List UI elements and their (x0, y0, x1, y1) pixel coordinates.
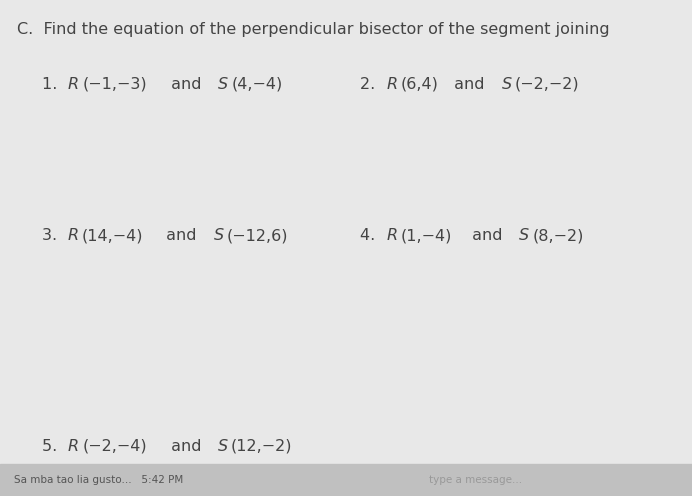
Text: (−12,6): (−12,6) (227, 228, 289, 243)
Text: (6,4): (6,4) (401, 77, 438, 92)
Text: and: and (467, 228, 507, 243)
Text: and: and (165, 439, 206, 454)
Text: S: S (218, 439, 228, 454)
Text: (1,−4): (1,−4) (401, 228, 452, 243)
Text: S: S (218, 77, 228, 92)
Text: S: S (502, 77, 512, 92)
Text: (−2,−4): (−2,−4) (82, 439, 147, 454)
Text: (4,−4): (4,−4) (231, 77, 282, 92)
Text: 2.: 2. (360, 77, 380, 92)
Text: and: and (165, 77, 206, 92)
Text: S: S (214, 228, 224, 243)
Text: Sa mba tao lia gusto...   5:42 PM: Sa mba tao lia gusto... 5:42 PM (14, 475, 183, 485)
Text: (12,−2): (12,−2) (231, 439, 293, 454)
Bar (0, 464, 692, 496)
Text: R: R (386, 77, 397, 92)
Text: R: R (68, 77, 79, 92)
Text: (−1,−3): (−1,−3) (82, 77, 147, 92)
Text: and: and (449, 77, 490, 92)
Text: (14,−4): (14,−4) (82, 228, 143, 243)
Text: 4.: 4. (360, 228, 380, 243)
Text: R: R (386, 228, 397, 243)
Text: R: R (68, 439, 79, 454)
Text: 3.: 3. (42, 228, 62, 243)
Text: type a message...: type a message... (429, 475, 522, 485)
Text: (−2,−2): (−2,−2) (515, 77, 579, 92)
Text: R: R (68, 228, 79, 243)
Text: (8,−2): (8,−2) (532, 228, 583, 243)
Text: and: and (161, 228, 202, 243)
Text: C.  Find the equation of the perpendicular bisector of the segment joining: C. Find the equation of the perpendicula… (17, 22, 615, 37)
Text: 5.: 5. (42, 439, 62, 454)
Text: 1.: 1. (42, 77, 62, 92)
Text: S: S (519, 228, 529, 243)
